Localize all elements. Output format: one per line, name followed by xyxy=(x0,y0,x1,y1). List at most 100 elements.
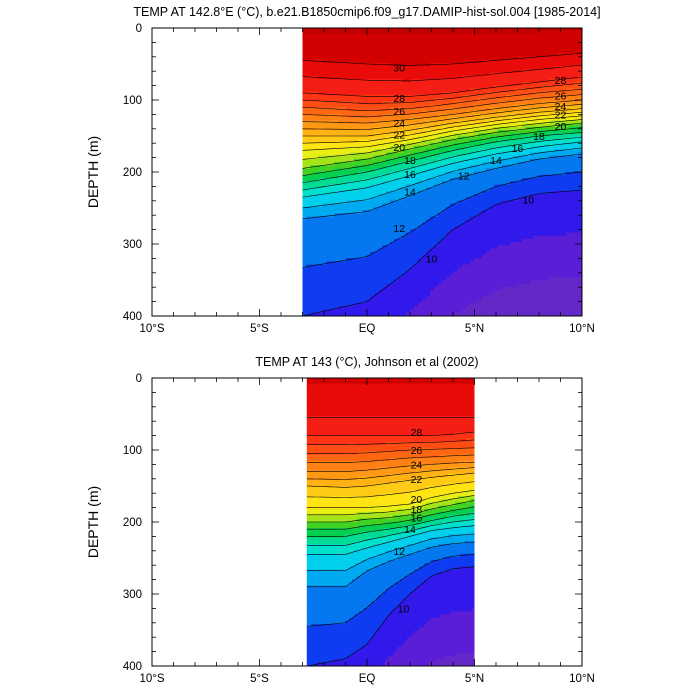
field-cell xyxy=(334,110,339,115)
field-cell xyxy=(310,152,315,157)
field-cell xyxy=(473,158,479,163)
field-cell xyxy=(501,139,507,144)
field-cell xyxy=(370,181,375,186)
field-cell xyxy=(382,274,387,278)
field-cell xyxy=(429,174,435,179)
field-cell xyxy=(513,178,519,182)
field-cell xyxy=(310,181,315,186)
field-cell xyxy=(513,277,519,282)
field-cell xyxy=(354,98,359,102)
field-cell xyxy=(370,165,375,170)
field-cell xyxy=(350,190,355,195)
field-cell xyxy=(306,280,311,285)
field-cell xyxy=(394,152,399,157)
field-cell xyxy=(354,40,359,45)
field-cell xyxy=(406,270,411,275)
field-cell xyxy=(338,123,343,128)
field-cell xyxy=(437,155,443,160)
field-cell xyxy=(469,299,475,304)
field-cell xyxy=(310,46,315,51)
field-cell xyxy=(477,146,483,150)
field-cell xyxy=(501,261,507,266)
field-cell xyxy=(386,197,391,202)
field-cell xyxy=(306,152,311,157)
field-cell xyxy=(354,299,359,304)
field-cell xyxy=(362,34,367,38)
field-cell xyxy=(302,133,307,138)
field-cell xyxy=(314,181,319,186)
field-cell xyxy=(310,286,315,291)
field-cell xyxy=(306,200,311,205)
field-cell xyxy=(318,82,323,86)
field-cell xyxy=(402,238,407,243)
field-cell xyxy=(513,85,519,90)
field-cell xyxy=(378,56,383,61)
field-cell xyxy=(326,72,331,77)
field-cell xyxy=(429,72,435,77)
field-cell xyxy=(330,136,335,141)
field-cell xyxy=(425,238,431,243)
field-cell xyxy=(425,136,431,141)
field-cell xyxy=(302,200,307,205)
field-cell xyxy=(414,91,419,96)
field-cell xyxy=(346,142,351,147)
field-cell xyxy=(310,43,315,48)
field-cell xyxy=(453,82,459,86)
field-cell xyxy=(453,50,459,54)
field-cell xyxy=(437,56,443,61)
field-cell xyxy=(417,40,423,45)
field-cell xyxy=(362,280,367,285)
field-cell xyxy=(346,210,351,214)
field-cell xyxy=(366,312,371,316)
field-cell xyxy=(481,312,487,316)
field-cell xyxy=(489,146,495,150)
field-cell xyxy=(469,136,475,141)
field-cell xyxy=(485,312,491,316)
field-cell xyxy=(445,261,451,266)
field-cell xyxy=(310,69,315,74)
field-cell xyxy=(437,254,443,259)
field-cell xyxy=(505,270,511,275)
field-cell xyxy=(362,158,367,163)
field-cell xyxy=(310,171,315,176)
field-cell xyxy=(425,30,431,35)
field-cell xyxy=(322,53,327,58)
field-cell xyxy=(517,309,523,314)
field-cell xyxy=(326,274,331,278)
field-cell xyxy=(481,174,487,179)
field-cell xyxy=(330,187,335,192)
field-cell xyxy=(314,46,319,51)
field-cell xyxy=(390,136,395,141)
field-cell xyxy=(338,88,343,93)
field-cell xyxy=(330,139,335,144)
field-cell xyxy=(406,59,411,64)
field-cell xyxy=(398,254,403,259)
field-cell xyxy=(457,200,463,205)
field-cell xyxy=(513,136,519,141)
field-cell xyxy=(338,296,343,301)
field-cell xyxy=(449,104,455,109)
field-cell xyxy=(334,66,339,70)
field-cell xyxy=(485,43,491,48)
field-cell xyxy=(517,184,523,189)
field-cell xyxy=(445,136,451,141)
field-cell xyxy=(497,213,503,218)
field-cell xyxy=(390,171,395,176)
field-cell xyxy=(445,114,451,118)
field-cell xyxy=(318,69,323,74)
field-cell xyxy=(441,194,447,198)
field-cell xyxy=(497,194,503,198)
field-cell xyxy=(334,28,339,32)
field-cell xyxy=(354,242,359,246)
field-cell xyxy=(453,261,459,266)
field-cell xyxy=(374,152,379,157)
field-cell xyxy=(513,149,519,154)
field-cell xyxy=(374,62,379,67)
field-cell xyxy=(437,158,443,163)
field-cell xyxy=(350,210,355,214)
field-cell xyxy=(501,293,507,298)
field-cell xyxy=(410,270,415,275)
field-cell xyxy=(390,222,395,227)
field-cell xyxy=(354,114,359,118)
field-cell xyxy=(390,46,395,51)
